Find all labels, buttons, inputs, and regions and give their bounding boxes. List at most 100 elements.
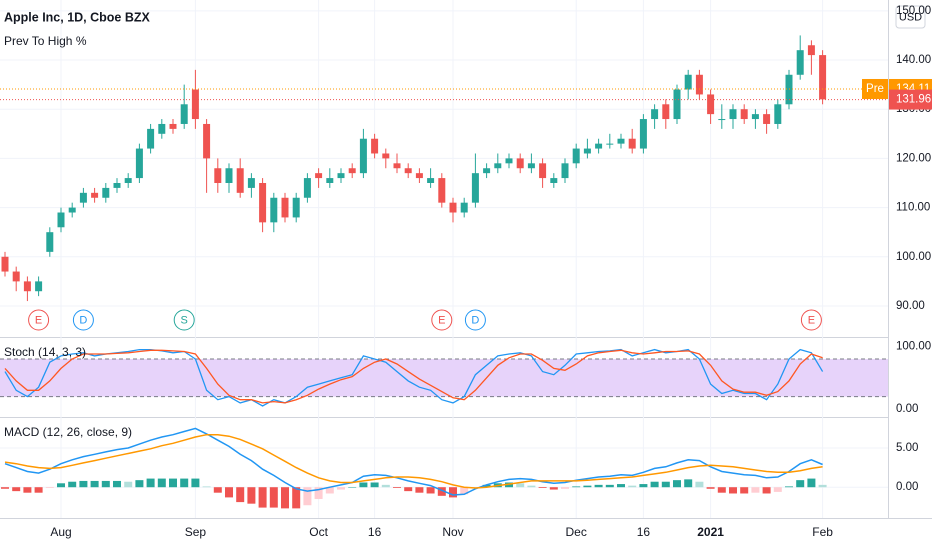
candle-body <box>807 45 815 56</box>
pane-title: MACD (12, 26, close, 9) <box>4 425 132 439</box>
candle-body <box>774 104 782 124</box>
band <box>0 359 888 397</box>
histogram-bar <box>269 487 278 508</box>
candle-body <box>707 94 715 115</box>
stoch-line <box>4 349 823 404</box>
histogram-bar <box>281 487 289 509</box>
y-tick-label: 0.00 <box>896 403 918 415</box>
event-marker[interactable] <box>173 309 195 331</box>
histogram-bar <box>449 487 457 498</box>
candle-body <box>449 202 457 213</box>
event-label: D <box>471 314 479 326</box>
event-marker[interactable] <box>431 309 453 331</box>
candle-body <box>550 178 558 183</box>
candle-body <box>371 138 379 154</box>
histogram-bar <box>695 481 704 488</box>
histogram-bar <box>684 479 693 488</box>
histogram-bar <box>90 480 99 488</box>
candle-body <box>471 173 479 203</box>
histogram-bar <box>146 478 155 488</box>
indicator-label: Prev To High % <box>4 34 87 48</box>
histogram-bar <box>303 487 312 506</box>
candle-body <box>225 168 233 183</box>
histogram-bar <box>236 487 245 503</box>
histogram-bar <box>79 480 88 488</box>
candle-body <box>427 178 435 183</box>
histogram-bar <box>818 484 827 488</box>
event-marker[interactable] <box>800 309 822 331</box>
price-label: 131.96 <box>896 94 931 106</box>
event-marker[interactable] <box>72 309 94 331</box>
histogram-bar <box>673 480 681 488</box>
candle-body <box>695 74 703 95</box>
x-tick-label: Nov <box>442 525 463 539</box>
histogram-bar <box>460 487 469 495</box>
histogram-bar <box>124 481 133 488</box>
candle-body <box>113 182 121 188</box>
currency: USD <box>899 11 922 23</box>
candle-body <box>270 197 278 223</box>
histogram-bar <box>191 478 200 488</box>
histogram-bar <box>796 480 805 488</box>
x-tick-label: 16 <box>637 525 651 539</box>
candle-body <box>1 256 9 272</box>
candle-body <box>292 197 300 218</box>
x-tick-label: Dec <box>566 525 587 539</box>
candle-body <box>718 119 726 121</box>
histogram-bar <box>426 487 435 494</box>
y-tick-label: 100.00 <box>896 251 931 263</box>
histogram-bar <box>617 484 625 488</box>
histogram-bar <box>45 487 54 488</box>
candle-body <box>326 178 334 183</box>
candle-body <box>169 123 177 129</box>
candle-body <box>796 50 804 75</box>
histogram-bar <box>751 487 760 493</box>
histogram-bar <box>538 487 547 488</box>
histogram-bar <box>34 487 43 493</box>
histogram-bar <box>807 478 816 488</box>
y-tick-label: 100.00 <box>896 341 931 353</box>
histogram-bar <box>348 487 357 488</box>
candle-body <box>460 202 468 213</box>
candle-body <box>79 192 87 203</box>
histogram-bar <box>437 487 446 496</box>
candle-body <box>348 168 356 174</box>
event-label: E <box>808 314 815 326</box>
y-tick-label: 120.00 <box>896 152 931 164</box>
candle-body <box>527 163 535 169</box>
x-tick-label: 16 <box>368 525 382 539</box>
candle-body <box>438 178 446 203</box>
candle-body <box>595 143 603 149</box>
candle-body <box>214 168 222 183</box>
histogram-bar <box>717 487 726 493</box>
event-marker[interactable] <box>28 309 50 331</box>
candle-body <box>46 232 54 252</box>
histogram-bar <box>594 484 603 488</box>
chart-title: Apple Inc, 1D, Cboe BZX <box>4 10 151 24</box>
candle-body <box>606 143 614 145</box>
event-label: E <box>35 314 42 326</box>
candle-body <box>337 173 345 179</box>
candle-body <box>12 271 20 282</box>
currency-button[interactable] <box>895 5 926 29</box>
candle-body <box>382 153 390 159</box>
candle-body <box>673 89 681 120</box>
histogram-bar <box>393 487 401 488</box>
histogram-bar <box>68 481 77 488</box>
candle-body <box>516 158 524 169</box>
candle-body <box>539 163 547 179</box>
candle-body <box>303 178 311 198</box>
histogram-bar <box>157 478 166 488</box>
histogram-bar <box>381 484 390 488</box>
histogram-bar <box>325 487 334 494</box>
candle-body <box>393 163 401 169</box>
histogram-bar <box>605 484 614 488</box>
x-tick-label: Sep <box>185 525 207 539</box>
event-marker[interactable] <box>464 309 486 331</box>
candle-body <box>236 168 244 193</box>
histogram-bar <box>650 481 659 488</box>
candle-body <box>135 148 143 179</box>
candle-body <box>494 163 502 169</box>
